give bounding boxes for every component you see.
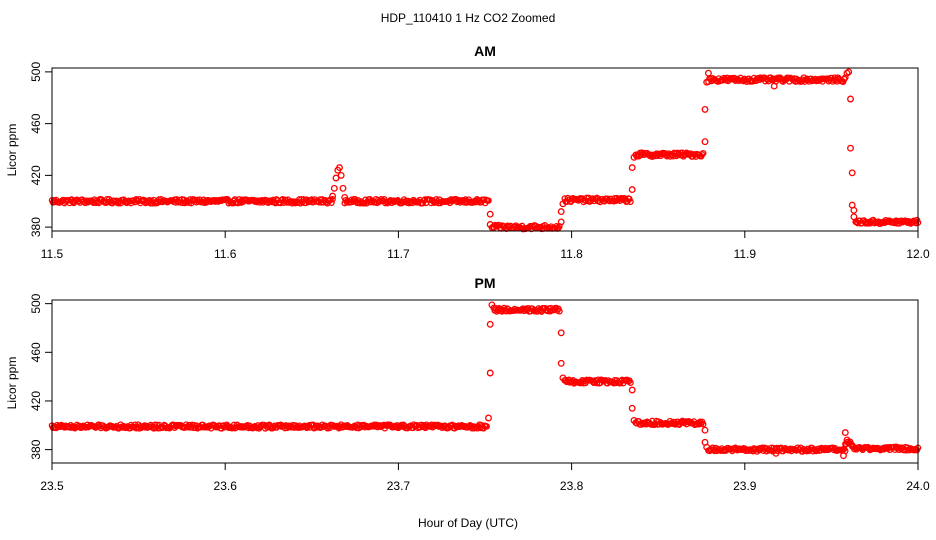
panel-am-data-point <box>486 221 494 228</box>
panel-pm-frame <box>51 299 919 464</box>
panel-am-data-point <box>630 153 638 161</box>
panel-am-x-tick-label: 12.0 <box>906 247 930 261</box>
panel-am-x-tick-label: 11.9 <box>734 247 757 261</box>
panel-am-x-tick-label: 11.8 <box>560 247 583 261</box>
panel-am-data-point <box>627 198 634 206</box>
panel-am-data-point <box>848 169 856 177</box>
panel-pm-plot-area <box>48 301 922 460</box>
panel-pm: PM Licor ppm 23.5 23.6 23.7 23.8 23.9 24.0 38… <box>5 275 930 493</box>
panel-pm-data-point <box>703 443 711 451</box>
panel-pm-data-point <box>878 446 885 453</box>
panel-pm-x-tick-label: 23.8 <box>560 479 584 493</box>
panel-pm-x-axis: 23.5 23.6 23.7 23.8 23.9 24.0 <box>40 463 930 493</box>
panel-am: AM Licor ppm 11.5 11.6 11.7 11.8 11.9 12.0 38… <box>5 43 930 261</box>
panel-am-data-point <box>845 68 853 76</box>
panel-am-data-point <box>329 192 337 200</box>
panel-am-y-tick-label: 500 <box>29 62 43 82</box>
panel-pm-data-point <box>627 379 634 386</box>
panel-pm-data-point <box>871 444 879 452</box>
figure-title: HDP_110410 1 Hz CO2 Zoomed <box>381 11 556 25</box>
panel-am-y-tick-label: 420 <box>29 165 43 185</box>
panel-pm-data-point <box>701 426 709 434</box>
panel-am-y-axis: 380 420 460 500 <box>29 62 52 237</box>
panel-pm-data-point <box>840 452 847 460</box>
panel-pm-x-tick-label: 23.7 <box>387 479 411 493</box>
panel-pm-data-point <box>557 329 565 337</box>
panel-am-data-point <box>698 151 706 158</box>
panel-pm-data-point <box>630 416 638 424</box>
panel-am-data-point <box>330 184 338 192</box>
panel-am-data-point <box>557 218 565 226</box>
panel-pm-data-point <box>772 449 780 457</box>
panel-am-data-point <box>704 69 712 77</box>
panel-am-data-point <box>628 164 636 172</box>
panel-am-data-point <box>699 149 707 157</box>
panel-pm-data-point <box>628 404 636 412</box>
panel-pm-x-tick-label: 23.6 <box>214 479 238 493</box>
panel-am-data-point <box>850 206 858 214</box>
panel-pm-data-point <box>628 386 636 394</box>
panel-am-data-point <box>703 78 711 86</box>
panel-pm-x-tick-label: 24.0 <box>906 479 930 493</box>
panel-pm-x-tick-label: 23.9 <box>733 479 757 493</box>
figure-xlabel: Hour of Day (UTC) <box>418 516 518 530</box>
panel-pm-x-tick-label: 23.5 <box>40 479 64 493</box>
panel-pm-data-point <box>488 301 496 309</box>
panel-am-data-point <box>850 213 858 221</box>
panel-am-data-point <box>328 199 335 206</box>
panel-am-data-point <box>559 200 567 208</box>
panel-am-data-point <box>726 75 734 82</box>
panel-am-data-point <box>847 144 854 152</box>
panel-am-data-point <box>557 208 565 216</box>
panel-pm-data-point <box>556 308 563 315</box>
panel-pm-data-point <box>225 424 233 432</box>
panel-am-data-point <box>337 171 345 179</box>
panel-am-data-point <box>341 193 349 201</box>
panel-am-data-point <box>485 197 492 204</box>
panel-pm-data-point <box>486 320 494 328</box>
panel-am-y-tick-label: 380 <box>29 217 43 237</box>
panel-am-data-point <box>332 174 340 182</box>
panel-am-x-tick-label: 11.5 <box>41 247 64 261</box>
panel-am-data-point <box>774 74 782 81</box>
panel-am-frame <box>51 67 919 232</box>
panel-am-data-point <box>336 164 343 172</box>
panel-pm-data-point <box>557 359 565 367</box>
panel-pm-data-point <box>843 436 851 444</box>
panel-am-data-point <box>770 82 778 90</box>
panel-am-x-tick-label: 11.7 <box>387 247 410 261</box>
panel-pm-ylabel: Licor ppm <box>5 357 19 410</box>
panel-am-y-tick-label: 460 <box>29 113 43 133</box>
panel-pm-y-tick-label: 460 <box>29 342 43 362</box>
panel-am-data-point <box>339 184 347 192</box>
panel-am-data-point <box>784 74 792 82</box>
panel-pm-title: PM <box>475 275 496 291</box>
panel-pm-data-point <box>239 424 246 431</box>
panel-am-data-point <box>701 105 709 113</box>
panel-pm-y-tick-label: 500 <box>29 293 43 313</box>
panel-pm-y-tick-label: 420 <box>29 391 43 411</box>
panel-pm-data-point <box>483 423 490 430</box>
panel-am-data-point <box>626 195 633 203</box>
panel-pm-y-axis: 380 420 460 500 <box>29 293 52 460</box>
panel-am-data-point <box>843 69 851 77</box>
panel-am-x-axis: 11.5 11.6 11.7 11.8 11.9 12.0 <box>41 231 930 261</box>
panel-am-x-tick-label: 11.6 <box>214 247 237 261</box>
panel-am-data-point <box>628 186 636 194</box>
panel-am-data-point <box>701 138 709 146</box>
panel-am-title: AM <box>474 43 496 59</box>
panel-pm-data-point <box>486 369 494 377</box>
panel-am-data-point <box>847 95 854 103</box>
panel-am-data-point <box>486 210 494 218</box>
panel-pm-y-tick-label: 380 <box>29 439 43 459</box>
panel-am-plot-area <box>48 68 922 233</box>
panel-pm-data-point <box>841 429 849 437</box>
panel-pm-data-point <box>699 420 707 428</box>
panel-pm-data-point <box>559 374 567 382</box>
panel-am-data-point <box>329 196 336 203</box>
panel-pm-data-point <box>648 421 655 428</box>
panel-am-ylabel: Licor ppm <box>5 124 19 177</box>
panel-pm-data-point <box>485 414 492 422</box>
